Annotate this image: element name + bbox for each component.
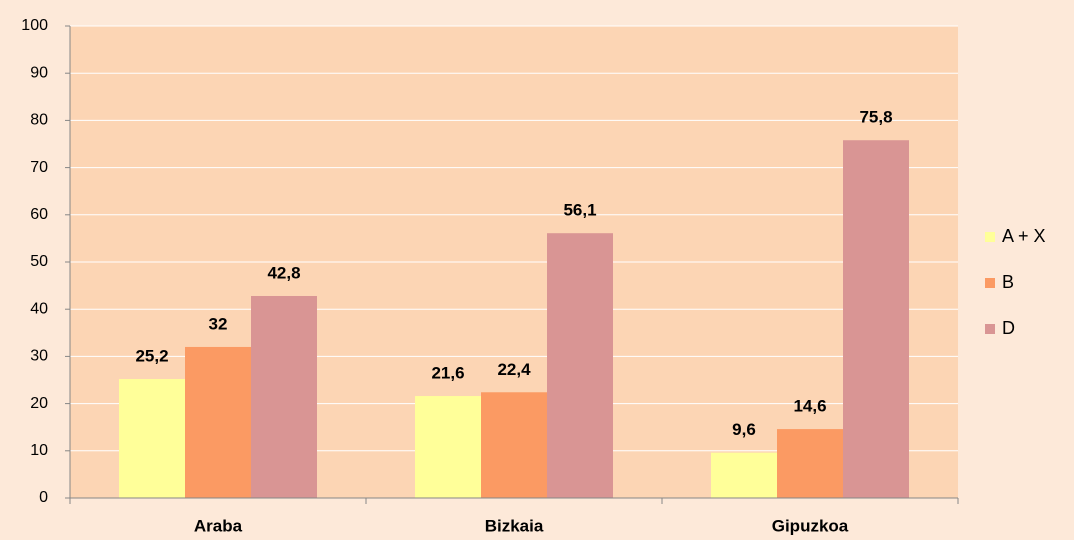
legend-swatch <box>985 278 995 288</box>
value-label: 75,8 <box>859 108 892 127</box>
value-label: 42,8 <box>267 263 300 282</box>
x-tick-label: Araba <box>194 516 243 535</box>
x-tick-label: Gipuzkoa <box>772 516 849 535</box>
legend-label: D <box>1002 318 1015 338</box>
y-tick-label: 70 <box>30 159 48 176</box>
value-label: 25,2 <box>135 347 168 366</box>
value-label: 22,4 <box>497 360 531 379</box>
bar <box>251 295 317 498</box>
y-tick-label: 60 <box>30 206 48 223</box>
value-label: 21,6 <box>431 364 464 383</box>
y-tick-label: 90 <box>30 64 48 81</box>
value-label: 56,1 <box>563 201 596 220</box>
y-tick-label: 100 <box>21 17 48 34</box>
legend-label: B <box>1002 272 1014 292</box>
bar <box>415 396 481 498</box>
legend-swatch <box>985 324 995 334</box>
legend-label: A + X <box>1002 226 1046 246</box>
y-tick-label: 0 <box>39 489 48 506</box>
bar <box>481 392 547 498</box>
bar <box>777 429 843 498</box>
x-tick-label: Bizkaia <box>485 516 544 535</box>
bar <box>547 233 613 498</box>
y-tick-label: 80 <box>30 112 48 129</box>
y-tick-label: 40 <box>30 300 48 317</box>
bar <box>119 379 185 498</box>
legend-swatch <box>985 232 995 242</box>
y-tick-label: 10 <box>30 442 48 459</box>
y-tick-label: 50 <box>30 253 48 270</box>
value-label: 32 <box>209 314 228 333</box>
value-label: 14,6 <box>793 397 826 416</box>
bar <box>843 140 909 498</box>
bar <box>711 452 777 498</box>
value-label: 9,6 <box>732 420 756 439</box>
bar <box>185 346 251 498</box>
y-tick-label: 20 <box>30 395 48 412</box>
y-tick-label: 30 <box>30 348 48 365</box>
